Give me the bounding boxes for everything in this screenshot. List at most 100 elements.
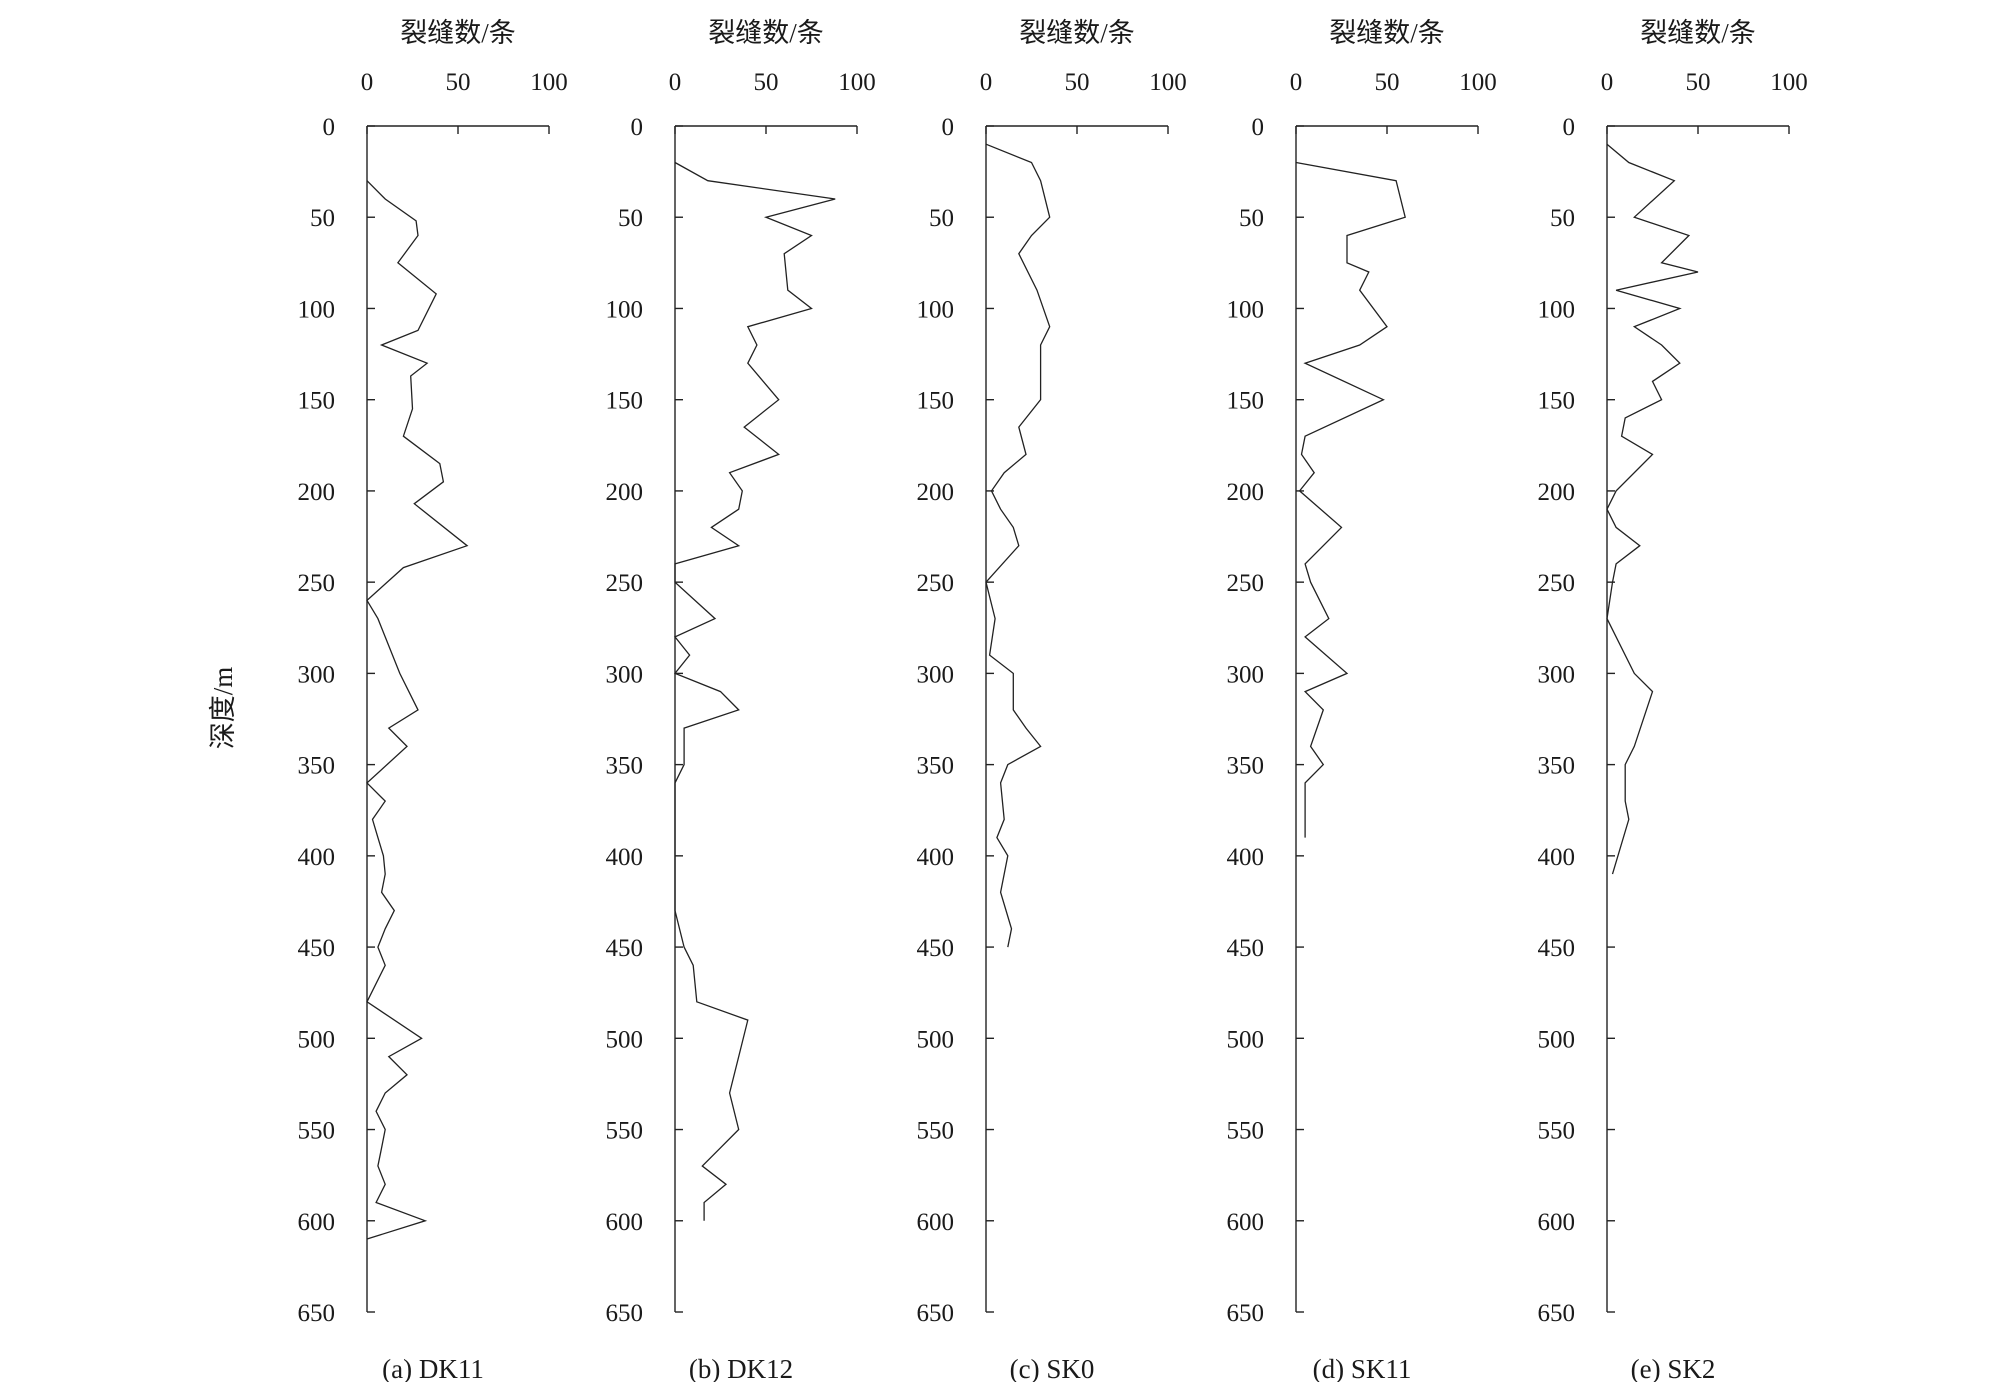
y-tick-label: 0: [323, 114, 336, 141]
y-tick-label: 400: [917, 844, 955, 871]
y-tick-label: 500: [917, 1026, 955, 1053]
x-tick-label: 50: [1686, 69, 1711, 96]
y-axis-title: 深度/m: [208, 667, 238, 750]
y-tick-label: 300: [917, 661, 955, 688]
panel-0: 裂缝数/条 0 50 100 0 50 100 150 200 250 300 350 400 450 50…: [298, 18, 568, 1382]
y-tick-label: 100: [1227, 296, 1265, 323]
x-tick-label: 50: [754, 69, 779, 96]
x-tick-label: 0: [1290, 69, 1303, 96]
x-tick-label: 100: [1770, 69, 1808, 96]
y-tick-label: 650: [298, 1300, 336, 1327]
panel-2: 裂缝数/条 0 50 100 0 50 100 150 200 250 300 350 400 450 50…: [917, 18, 1187, 1382]
y-tick-label: 450: [1227, 935, 1265, 962]
y-tick-label: 0: [1563, 114, 1576, 141]
series-line: [985, 143, 1051, 948]
y-tick-label: 550: [1227, 1118, 1265, 1145]
y-tick-label: 250: [1227, 570, 1265, 597]
y-tick-label: 350: [606, 753, 644, 780]
x-axis-title: 裂缝数/条: [1640, 18, 1756, 48]
y-tick-label: 450: [917, 935, 955, 962]
x-tick-label: 50: [1065, 69, 1090, 96]
y-tick-label: 150: [917, 388, 955, 415]
y-tick-label: 200: [917, 479, 955, 506]
y-tick-label: 100: [1538, 296, 1576, 323]
panel-1: 裂缝数/条 0 50 100 0 50 100 150 200 250 300 350 400 450 50…: [606, 18, 876, 1382]
x-tick-label: 0: [669, 69, 682, 96]
y-tick-label: 450: [298, 935, 336, 962]
y-tick-label: 400: [1538, 844, 1576, 871]
y-tick-label: 0: [631, 114, 644, 141]
y-tick-label: 550: [1538, 1118, 1576, 1145]
x-axis-title: 裂缝数/条: [1329, 18, 1445, 48]
panel-caption: (e) SK2: [1631, 1354, 1716, 1382]
y-tick-label: 300: [1227, 661, 1265, 688]
y-tick-label: 500: [1538, 1026, 1576, 1053]
y-tick-label: 650: [917, 1300, 955, 1327]
x-axis-title: 裂缝数/条: [1019, 18, 1135, 48]
y-tick-label: 250: [298, 570, 336, 597]
y-tick-label: 650: [1227, 1300, 1265, 1327]
y-tick-label: 300: [606, 661, 644, 688]
y-tick-label: 600: [917, 1209, 955, 1236]
x-tick-label: 100: [530, 69, 568, 96]
y-tick-label: 400: [606, 844, 644, 871]
y-tick-label: 200: [1227, 479, 1265, 506]
y-tick-label: 300: [1538, 661, 1576, 688]
y-tick-label: 600: [606, 1209, 644, 1236]
y-tick-label: 250: [917, 570, 955, 597]
x-axis-title: 裂缝数/条: [708, 18, 824, 48]
y-tick-label: 50: [929, 205, 954, 232]
y-tick-label: 200: [298, 479, 336, 506]
x-tick-label: 0: [1601, 69, 1614, 96]
panel-4: 裂缝数/条 0 50 100 0 50 100 150 200 250 300 350 400 450 50…: [1538, 18, 1808, 1382]
y-tick-label: 0: [1252, 114, 1265, 141]
y-tick-label: 500: [298, 1026, 336, 1053]
y-tick-label: 500: [606, 1026, 644, 1053]
x-tick-label: 100: [1149, 69, 1187, 96]
x-tick-label: 50: [1375, 69, 1400, 96]
y-tick-label: 150: [298, 388, 336, 415]
y-tick-label: 550: [917, 1118, 955, 1145]
x-tick-label: 50: [446, 69, 471, 96]
y-tick-label: 450: [606, 935, 644, 962]
panel-3: 裂缝数/条 0 50 100 0 50 100 150 200 250 300 350 400 450 50…: [1227, 18, 1497, 1382]
y-tick-label: 350: [1538, 753, 1576, 780]
y-tick-label: 250: [606, 570, 644, 597]
y-tick-label: 250: [1538, 570, 1576, 597]
series-line: [673, 161, 836, 1221]
y-tick-label: 650: [1538, 1300, 1576, 1327]
y-tick-label: 50: [1239, 205, 1264, 232]
y-tick-label: 350: [298, 753, 336, 780]
x-tick-label: 100: [838, 69, 876, 96]
y-tick-label: 0: [942, 114, 955, 141]
y-tick-label: 650: [606, 1300, 644, 1327]
y-tick-label: 450: [1538, 935, 1576, 962]
y-tick-label: 600: [298, 1209, 336, 1236]
panel-caption: (c) SK0: [1010, 1354, 1095, 1382]
y-tick-label: 600: [1227, 1209, 1265, 1236]
panel-caption: (a) DK11: [382, 1354, 484, 1382]
y-tick-label: 50: [310, 205, 335, 232]
y-tick-label: 550: [298, 1118, 336, 1145]
y-tick-label: 550: [606, 1118, 644, 1145]
y-tick-label: 200: [606, 479, 644, 506]
panel-caption: (b) DK12: [689, 1354, 793, 1382]
x-tick-label: 0: [361, 69, 374, 96]
y-tick-label: 500: [1227, 1026, 1265, 1053]
y-tick-label: 400: [298, 844, 336, 871]
x-tick-label: 0: [980, 69, 993, 96]
series-line: [1606, 143, 1699, 875]
y-tick-label: 150: [1227, 388, 1265, 415]
y-tick-label: 150: [1538, 388, 1576, 415]
y-tick-label: 200: [1538, 479, 1576, 506]
y-tick-label: 50: [618, 205, 643, 232]
x-axis-title: 裂缝数/条: [400, 18, 516, 48]
panels-group: 裂缝数/条 0 50 100 0 50 100 150 200 250 300 350 400 450 50…: [298, 18, 1808, 1382]
y-tick-label: 150: [606, 388, 644, 415]
y-tick-label: 350: [917, 753, 955, 780]
y-tick-label: 50: [1550, 205, 1575, 232]
y-tick-label: 300: [298, 661, 336, 688]
y-tick-label: 400: [1227, 844, 1265, 871]
y-tick-label: 600: [1538, 1209, 1576, 1236]
